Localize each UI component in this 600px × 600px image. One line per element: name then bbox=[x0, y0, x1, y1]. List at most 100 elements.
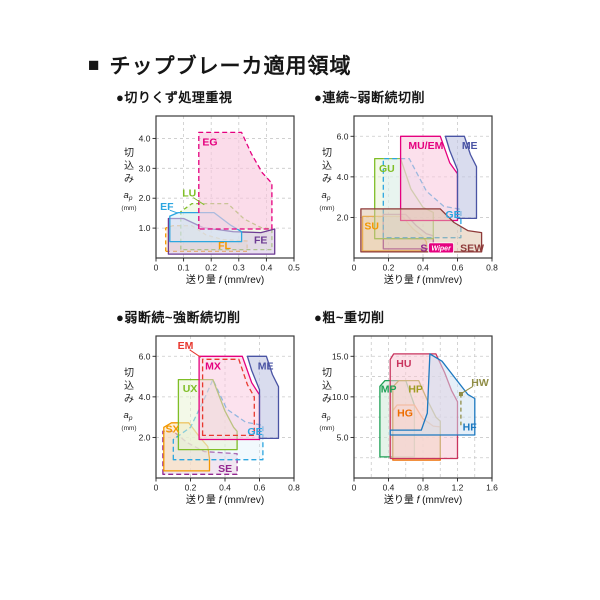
axes: 0 0.2 0.4 0.6 0.8 2.0 4.0 6.0 bbox=[337, 131, 499, 272]
region-me bbox=[246, 355, 280, 440]
chart-subtitle-chip-control: ●切りくず処理重視 bbox=[116, 90, 233, 105]
x-tick-label: 0.1 bbox=[178, 263, 190, 273]
chart-block-chip-control: ●切りくず処理重視 0 0.1 0.2 0.3 0.4 0.5 1.0 2.0 3.0 4.0 送り… bbox=[112, 90, 310, 304]
chart-canvas-continuous-cutting: 0 0.2 0.4 0.6 0.8 2.0 4.0 6.0 送り量 f (mm/rev) 切込みa… bbox=[319, 115, 499, 286]
region-hf bbox=[389, 353, 476, 436]
y-tick-label: 2.0 bbox=[337, 212, 349, 222]
region-label-sx: SX bbox=[165, 423, 179, 435]
wiper-badge-label: Wiper bbox=[431, 246, 452, 253]
region-label-mx: MX bbox=[205, 361, 221, 373]
axes: 0 0.1 0.2 0.3 0.4 0.5 1.0 2.0 3.0 4.0 bbox=[139, 133, 301, 272]
region-label-ux: UX bbox=[183, 383, 198, 395]
y-tick-label: 10.0 bbox=[332, 392, 349, 402]
y-tick-label: 4.0 bbox=[337, 172, 349, 182]
x-tick-label: 0.4 bbox=[417, 263, 429, 273]
region-label-sew: SEW bbox=[460, 242, 484, 254]
y-axis-title: 切込み ap (mm) bbox=[319, 367, 334, 432]
region-eg bbox=[198, 131, 273, 230]
y-tick-label: 4.0 bbox=[139, 133, 151, 143]
x-tick-label: 0 bbox=[352, 263, 357, 273]
x-tick-label: 1.6 bbox=[486, 483, 498, 493]
chart-block-interrupted-cutting: ●弱断続~強断続切削 0 0.2 0.4 0.6 0.8 2.0 4.0 6.0 送り量 f (… bbox=[112, 310, 310, 524]
x-tick-label: 0 bbox=[154, 483, 159, 493]
chart-subtitle-heavy-cutting: ●粗~重切削 bbox=[314, 310, 385, 325]
y-axis-unit: (mm) bbox=[121, 425, 136, 432]
region-label-su: SU bbox=[364, 220, 379, 232]
chart-canvas-heavy-cutting: 0 0.4 0.8 1.2 1.6 5.0 10.0 15.0 送り量 f (mm/rev) 切込… bbox=[319, 335, 498, 506]
x-axis-title: 送り量 f (mm/rev) bbox=[186, 273, 264, 286]
x-tick-label: 1.2 bbox=[452, 483, 464, 493]
region-em bbox=[201, 358, 255, 437]
plot-border bbox=[155, 115, 295, 259]
region-label-lu: LU bbox=[182, 187, 196, 199]
y-tick-label: 15.0 bbox=[332, 351, 349, 361]
y-axis-title-char: 込 bbox=[322, 380, 332, 392]
region-leader-hw bbox=[461, 385, 474, 394]
page-title: ■ チップブレーカ適用領域 bbox=[88, 50, 351, 80]
y-axis-title: 切込み ap (mm) bbox=[121, 367, 136, 432]
y-tick-label: 5.0 bbox=[337, 432, 349, 442]
regions bbox=[379, 353, 476, 461]
y-tick-label: 4.0 bbox=[139, 392, 151, 402]
x-tick-label: 0.6 bbox=[254, 483, 266, 493]
y-axis-title-char: 切 bbox=[124, 147, 134, 159]
y-axis-title-char: 切 bbox=[322, 367, 332, 379]
chart-canvas-chip-control: 0 0.1 0.2 0.3 0.4 0.5 1.0 2.0 3.0 4.0 送り量 f (mm/re… bbox=[121, 115, 301, 286]
y-axis-title-char: 込 bbox=[124, 380, 134, 392]
chart-block-heavy-cutting: ●粗~重切削 0 0.4 0.8 1.2 1.6 5.0 10.0 15.0 送り量 f (mm… bbox=[310, 310, 508, 524]
x-axis-title: 送り量 f (mm/rev) bbox=[384, 273, 462, 286]
region-label-me: ME bbox=[462, 140, 478, 152]
y-axis-symbol: ap bbox=[124, 190, 133, 202]
axes: 0 0.4 0.8 1.2 1.6 5.0 10.0 15.0 bbox=[332, 351, 498, 492]
region-leader-ef bbox=[169, 209, 179, 214]
y-tick-label: 6.0 bbox=[337, 131, 349, 141]
region-label-hf: HF bbox=[463, 421, 478, 433]
x-tick-label: 0.5 bbox=[288, 263, 300, 273]
region-labels: FL LU FE EF EG bbox=[160, 137, 267, 252]
x-axis-title: 送り量 f (mm/rev) bbox=[384, 493, 462, 506]
chart-block-continuous-cutting: ●連続~弱断続切削 0 0.2 0.4 0.6 0.8 2.0 4.0 6.0 送り量 f (m… bbox=[310, 90, 508, 304]
y-axis-symbol: ap bbox=[322, 190, 331, 202]
y-axis-title: 切込み ap (mm) bbox=[121, 147, 136, 212]
chart-canvas-interrupted-cutting: 0 0.2 0.4 0.6 0.8 2.0 4.0 6.0 送り量 f (mm/rev) 切込みa… bbox=[121, 335, 301, 506]
x-tick-label: 0.3 bbox=[233, 263, 245, 273]
region-label-eg: EG bbox=[202, 137, 217, 149]
y-axis-title-char: 込 bbox=[124, 160, 134, 172]
region-label-em: EM bbox=[178, 340, 194, 352]
region-label-mu-em: MU/EM bbox=[408, 140, 443, 152]
y-axis-title-char: み bbox=[322, 394, 332, 405]
axes: 0 0.2 0.4 0.6 0.8 2.0 4.0 6.0 bbox=[139, 351, 301, 492]
region-label-fe: FE bbox=[254, 235, 267, 247]
regions bbox=[165, 131, 276, 255]
x-tick-label: 0.8 bbox=[288, 483, 300, 493]
y-axis-title-char: み bbox=[322, 174, 332, 185]
region-label-se: SE bbox=[218, 463, 232, 475]
region-leader-em bbox=[189, 349, 202, 358]
regions bbox=[360, 135, 483, 253]
region-marker-hw bbox=[458, 392, 463, 397]
y-tick-label: 1.0 bbox=[139, 223, 151, 233]
wiper-badge-box bbox=[428, 242, 455, 254]
page-title-text: チップブレーカ適用領域 bbox=[109, 55, 352, 78]
y-axis-symbol: ap bbox=[322, 410, 331, 422]
y-axis-unit: (mm) bbox=[319, 425, 334, 432]
region-labels: SE SX GE UX MX ME EM bbox=[165, 340, 273, 475]
y-axis-title-char: み bbox=[124, 394, 134, 405]
region-label-hw: HW bbox=[471, 377, 489, 389]
x-tick-label: 0 bbox=[154, 263, 159, 273]
y-axis-symbol: ap bbox=[124, 410, 133, 422]
y-axis-title: 切込み ap (mm) bbox=[319, 147, 334, 212]
title-square-marker: ■ bbox=[88, 54, 101, 76]
y-tick-label: 6.0 bbox=[139, 351, 151, 361]
x-tick-label: 0.8 bbox=[486, 263, 498, 273]
x-tick-label: 0 bbox=[352, 483, 357, 493]
x-tick-label: 0.6 bbox=[452, 263, 464, 273]
x-tick-label: 0.2 bbox=[205, 263, 217, 273]
x-tick-label: 0.2 bbox=[185, 483, 197, 493]
region-leader-lu bbox=[192, 197, 205, 206]
region-sew bbox=[360, 208, 483, 253]
x-tick-label: 0.4 bbox=[260, 263, 272, 273]
x-tick-label: 0.4 bbox=[219, 483, 231, 493]
region-label-hu: HU bbox=[396, 358, 411, 370]
